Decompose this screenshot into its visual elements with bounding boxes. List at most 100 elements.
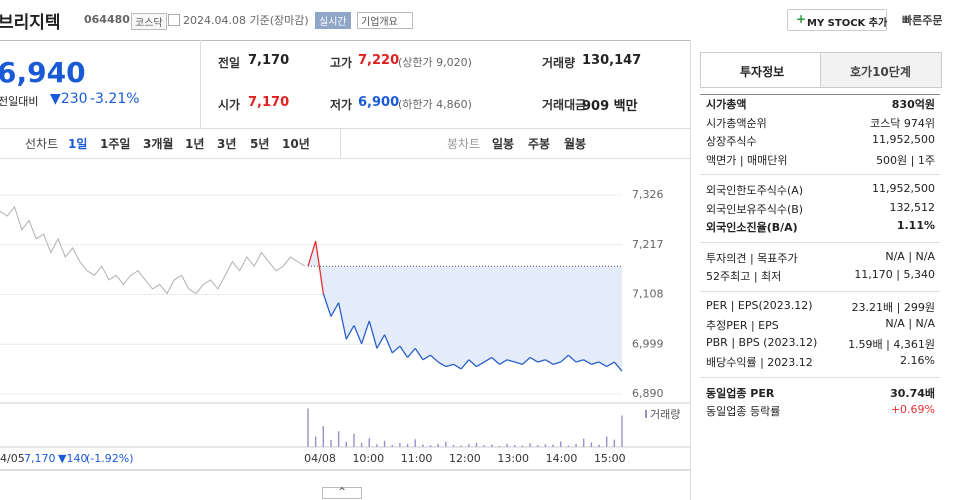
today-segment [414, 347, 424, 361]
chart: 7,326 7,217 7,108 6,999 6,890 거래량 04/08 10:00 11… [0, 188, 690, 471]
info-label: 상장주식수 [706, 135, 757, 148]
collapse-button[interactable]: ^ [322, 487, 362, 499]
x-tick-label: 14:00 [546, 452, 578, 465]
info-value: 11,170 | 5,340 [854, 268, 935, 281]
volume-bar [345, 441, 347, 447]
x-tick-label: 11:00 [401, 452, 433, 465]
today-segment [391, 345, 401, 354]
today-segment [537, 359, 546, 363]
today-segment [476, 361, 485, 368]
separator [700, 376, 940, 378]
volume-bar [613, 439, 616, 447]
calendar-icon [168, 14, 180, 26]
today-segment [453, 363, 462, 370]
info-label: 동일업종 등락률 [706, 405, 781, 418]
today-segment [468, 359, 477, 368]
info-value: 11,952,500 [872, 182, 935, 195]
info-value: +0.69% [890, 403, 935, 416]
today-segment [460, 359, 470, 370]
volume-bar [575, 443, 577, 447]
info-label: PBR | BPS (2023.12) [706, 335, 818, 349]
x-tick-label: 15:00 [594, 452, 626, 465]
today-segment [529, 356, 539, 363]
summary-label: 시가 [218, 98, 241, 112]
today-segment [514, 361, 523, 365]
today-segment [567, 354, 577, 363]
summary-value: 909 백만 [582, 99, 638, 114]
today-segment [360, 320, 370, 345]
volume-bar [429, 445, 432, 447]
footer-price: 7,170 [24, 452, 56, 465]
info-label: 52주최고 | 최저 [706, 270, 782, 283]
info-label: 외국인한도주식수(A) [706, 184, 804, 197]
today-segment [345, 325, 355, 340]
overview-dropdown[interactable]: 기업개요 [357, 12, 413, 29]
today-segment [483, 356, 493, 363]
volume-bar [621, 415, 623, 447]
today-segment [499, 359, 508, 365]
volume-legend-swatch [645, 410, 647, 418]
volume-bar [491, 444, 493, 447]
tab-label: 선차트 [25, 137, 59, 151]
candle-tab[interactable]: 일봉 [492, 137, 515, 151]
footer-change: ▼140 [58, 452, 87, 465]
info-tab[interactable]: 투자정보 [740, 65, 785, 79]
volume-bar [437, 443, 439, 447]
tab-label: 봉차트 [447, 137, 481, 151]
info-tab[interactable]: 호가10단계 [850, 65, 911, 79]
today-segment [399, 345, 409, 358]
today-segment [422, 354, 431, 361]
info-label: 투자의견 | 목표주가 [706, 251, 798, 265]
today-segment [445, 363, 454, 368]
volume-bar [307, 408, 309, 447]
realtime-badge[interactable]: 실시간 [315, 12, 351, 29]
period-tab[interactable]: 10년 [282, 137, 310, 151]
summary-value: 7,170 [248, 53, 290, 68]
period-tab[interactable]: 1년 [185, 137, 205, 151]
info-value: 830억원 [891, 98, 935, 111]
y-tick-label: 7,326 [632, 188, 664, 201]
volume-bar [514, 444, 516, 447]
stock-code: 064480 [84, 13, 130, 26]
volume-bar [460, 445, 462, 447]
mystock-button[interactable]: + MY STOCK 추가 [787, 9, 887, 31]
date: 2024.04.08 기준(장마감) [183, 14, 309, 27]
period-tab[interactable]: 3년 [217, 137, 237, 151]
volume-legend: 거래량 [650, 408, 680, 421]
summary-label: 거래량 [542, 56, 576, 70]
volume-bar [475, 442, 478, 447]
info-value: 1.11% [896, 219, 935, 232]
period-tab[interactable]: 3개월 [143, 137, 174, 151]
candle-tab[interactable]: 월봉 [564, 137, 587, 151]
today-segment [598, 361, 608, 368]
today-segment [383, 334, 393, 354]
info-label: 외국인소진율(B/A) [706, 221, 798, 234]
summary-value: 7,170 [248, 95, 290, 110]
previous-line [0, 205, 306, 295]
info-value: 2.16% [900, 354, 935, 367]
period-tab[interactable]: 1주일 [100, 137, 131, 151]
today-segment [613, 361, 623, 372]
candle-tab[interactable]: 주봉 [528, 137, 551, 151]
info-label: 액면가 | 매매단위 [706, 153, 788, 167]
volume-bar [537, 445, 539, 447]
period-tab[interactable]: 5년 [250, 137, 270, 151]
info-value: 132,512 [889, 200, 936, 214]
volume-bar [506, 443, 508, 447]
volume-bar [598, 444, 600, 447]
volume-bar [322, 426, 325, 447]
volume-bar [560, 441, 562, 447]
volume-bar [399, 442, 401, 447]
stock-name: 브리지텍 [0, 13, 61, 33]
period-tab[interactable]: 1일 [68, 137, 88, 151]
change-value: 230 [60, 91, 88, 107]
info-value: 30.74배 [890, 386, 935, 400]
quick-order[interactable]: 빠른주문 [902, 14, 943, 27]
volume-bar [445, 441, 447, 447]
info-value: N/A | N/A [885, 317, 935, 330]
volume-bar [498, 445, 501, 447]
volume-bar [376, 444, 378, 447]
summary-value: 130,147 [582, 53, 642, 68]
today-segment [583, 359, 592, 365]
